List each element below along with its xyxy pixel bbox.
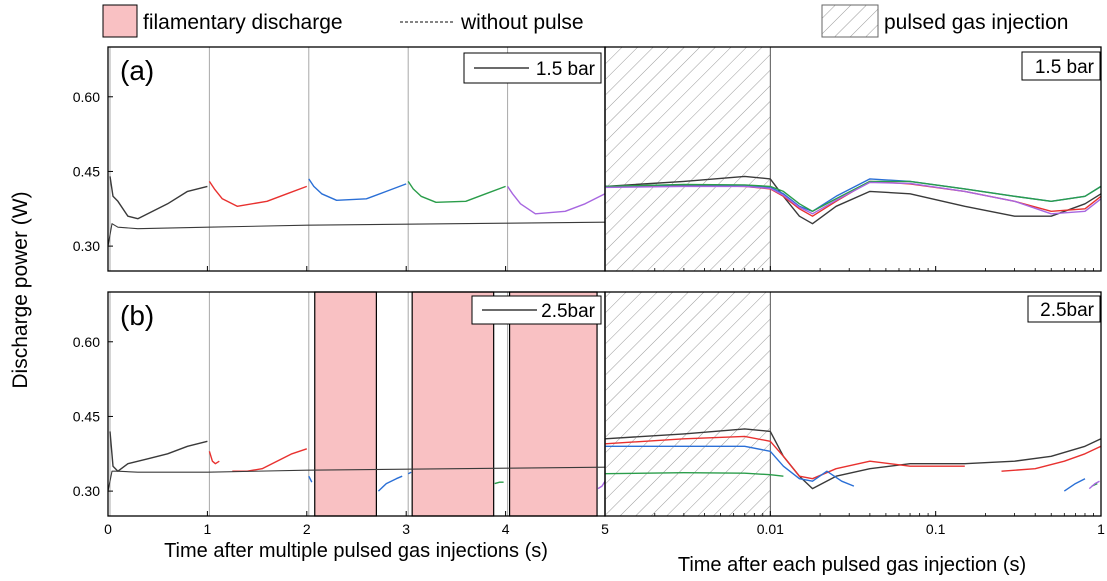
pressure-label: 2.5bar <box>541 301 596 322</box>
x-tick-label: 3 <box>402 521 410 537</box>
series-line-purple <box>597 480 606 490</box>
pressure-box <box>1027 295 1101 323</box>
filamentary-region <box>508 291 598 517</box>
y-tick-label: 0.30 <box>73 483 100 499</box>
series-line-blue <box>407 471 412 475</box>
series-line-blue <box>1063 478 1086 492</box>
y-axis-label: Discharge power (W) <box>9 191 32 388</box>
panel-b-right: 0.01 0.1 1 2.5bar <box>604 291 1105 537</box>
y-tick-label: 0.45 <box>73 408 100 424</box>
y-tick-label: 0.30 <box>73 238 100 254</box>
gas-injection-region <box>604 291 771 517</box>
series-line-black <box>109 176 208 220</box>
series-line-black <box>604 175 1102 225</box>
series-line-purple <box>1088 480 1100 490</box>
gas-injection-region <box>604 46 771 272</box>
x-tick-label: 1 <box>1097 521 1105 537</box>
series-line-purple <box>604 181 1102 215</box>
filamentary-region <box>411 291 495 517</box>
legend-nopulse-label: without pulse <box>460 11 584 34</box>
filamentary-region <box>314 291 377 517</box>
x-tick-label: 5 <box>601 521 609 537</box>
x-tick-label: 4 <box>502 521 510 537</box>
y-tick-label: 0.60 <box>73 89 100 105</box>
legend-gas-swatch <box>821 4 879 38</box>
pressure-label: 1.5 bar <box>1035 57 1095 78</box>
series-line-red <box>208 181 308 208</box>
series-line-red <box>604 435 965 480</box>
x-tick-label: 0 <box>104 521 112 537</box>
series-line-red <box>1001 445 1102 472</box>
panel-b-left: 0.30 0.45 0.60 0 1 2 3 4 5 (b) 2.5bar <box>73 291 609 537</box>
x-tick-label: 2 <box>303 521 311 537</box>
series-line-red <box>208 451 220 465</box>
series-line-black <box>604 428 1102 490</box>
x-tick-label: 1 <box>204 521 212 537</box>
pressure-box <box>1021 51 1101 81</box>
legend-gas-label: pulsed gas injection <box>884 11 1068 34</box>
series-line-red <box>232 448 308 472</box>
series-line-blue <box>308 178 407 202</box>
series-line-black-dashed <box>107 466 606 492</box>
panel-a-right: 1.5 bar <box>604 46 1102 272</box>
series-line-blue <box>308 475 313 483</box>
x-tick-label: 0.1 <box>926 521 946 537</box>
series-line-blue <box>377 475 403 492</box>
plot-frame <box>604 46 1102 272</box>
figure-legend: filamentary discharge without pulse puls… <box>102 4 1068 38</box>
panel-label: (b) <box>120 300 154 331</box>
x-axis-label-right: Time after each pulsed gas injection (s) <box>678 554 1026 576</box>
series-line-green <box>604 180 1102 213</box>
pressure-label: 2.5bar <box>1040 300 1095 321</box>
series-line-black-dashed <box>107 221 606 247</box>
series-line-green <box>407 181 506 204</box>
series-line-green <box>604 472 784 477</box>
y-tick-label: 0.60 <box>73 334 100 350</box>
legend-filament-label: filamentary discharge <box>143 11 343 34</box>
pressure-label: 1.5 bar <box>536 59 596 80</box>
x-tick-label: 0.01 <box>757 521 784 537</box>
series-line-purple <box>507 186 606 215</box>
x-axis-label-left: Time after multiple pulsed gas injection… <box>164 540 548 562</box>
legend-filament-swatch <box>102 4 138 38</box>
series-line-black <box>109 431 208 472</box>
panel-a-left: 0.30 0.45 0.60 (a) 1.5 bar <box>73 46 606 272</box>
plot-frame <box>604 291 1102 517</box>
series-line-green <box>494 481 504 485</box>
series-line-blue <box>605 445 855 487</box>
panel-label: (a) <box>120 55 154 86</box>
y-tick-label: 0.45 <box>73 163 100 179</box>
